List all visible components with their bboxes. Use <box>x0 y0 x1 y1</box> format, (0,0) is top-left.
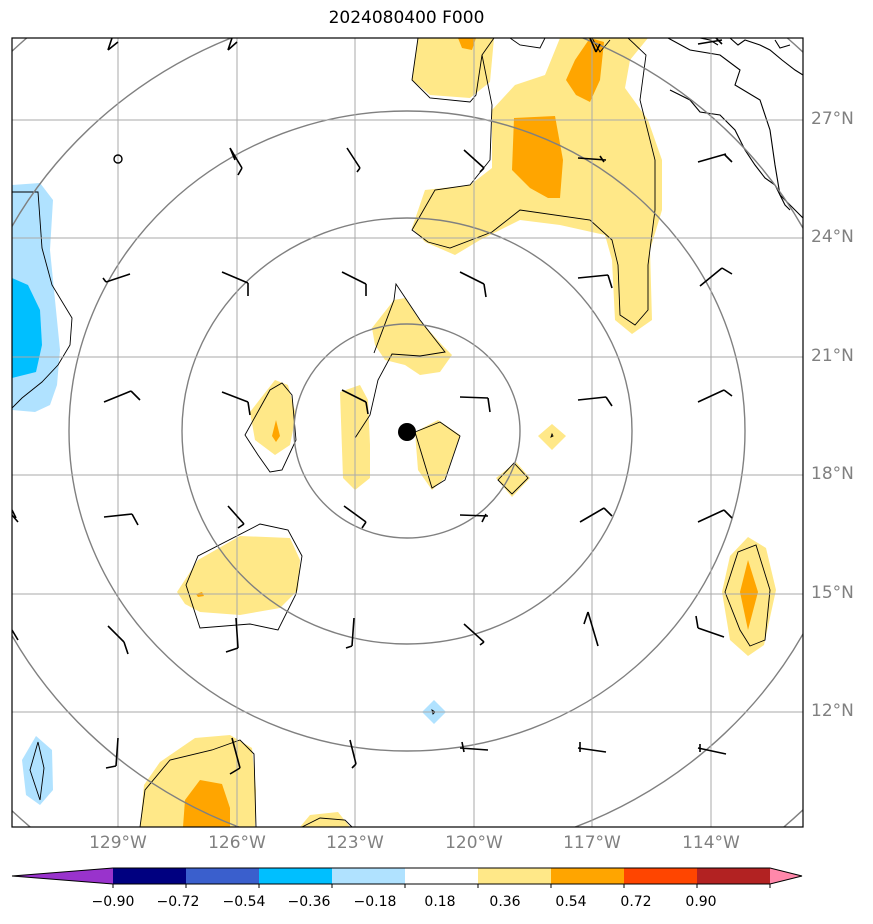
colorbar-label: 0.54 <box>555 894 587 910</box>
storm-center-marker <box>398 423 416 441</box>
lon-label-114w: 114°W <box>682 833 740 853</box>
lon-label-123w: 123°W <box>326 833 384 853</box>
colorbar-swatch <box>332 868 406 884</box>
colorbar-swatch <box>551 868 625 884</box>
colorbar-label: 0.18 <box>424 894 456 910</box>
colorbar <box>11 867 803 888</box>
lat-label-12n: 12°N <box>811 701 854 721</box>
colorbar-extend-high <box>770 868 802 884</box>
colorbar-label: −0.18 <box>353 894 397 910</box>
colorbar-label: −0.72 <box>156 894 200 910</box>
colorbar-swatch <box>697 868 771 884</box>
colorbar-swatch <box>113 868 187 884</box>
colorbar-label: −0.36 <box>287 894 331 910</box>
colorbar-swatch <box>624 868 698 884</box>
plot-frame <box>11 37 804 828</box>
lat-label-24n: 24°N <box>811 227 854 247</box>
range-rings <box>12 38 803 827</box>
coastline <box>667 38 803 219</box>
colorbar-label: −0.54 <box>222 894 266 910</box>
colorbar-label: 0.72 <box>620 894 652 910</box>
lat-label-21n: 21°N <box>811 346 854 366</box>
map-plot <box>11 37 804 828</box>
colorbar-swatch <box>186 868 260 884</box>
lon-label-117w: 117°W <box>563 833 621 853</box>
filled-contours <box>12 38 803 827</box>
map-title: 2024080400 F000 <box>328 8 485 28</box>
colorbar-label: −0.90 <box>91 894 135 910</box>
lon-label-120w: 120°W <box>445 833 503 853</box>
colorbar-label: 0.36 <box>489 894 521 910</box>
lat-label-15n: 15°N <box>811 583 854 603</box>
lon-label-126w: 126°W <box>208 833 266 853</box>
colorbar-swatch <box>405 868 479 884</box>
colorbar-label: 0.90 <box>685 894 717 910</box>
lat-label-18n: 18°N <box>811 464 854 484</box>
colorbar-extend-low <box>12 868 113 884</box>
gridlines <box>12 38 803 827</box>
wind-barbs <box>12 38 733 775</box>
colorbar-swatch <box>259 868 333 884</box>
lat-label-27n: 27°N <box>811 109 854 129</box>
colorbar-swatch <box>478 868 552 884</box>
lon-label-129w: 129°W <box>89 833 147 853</box>
